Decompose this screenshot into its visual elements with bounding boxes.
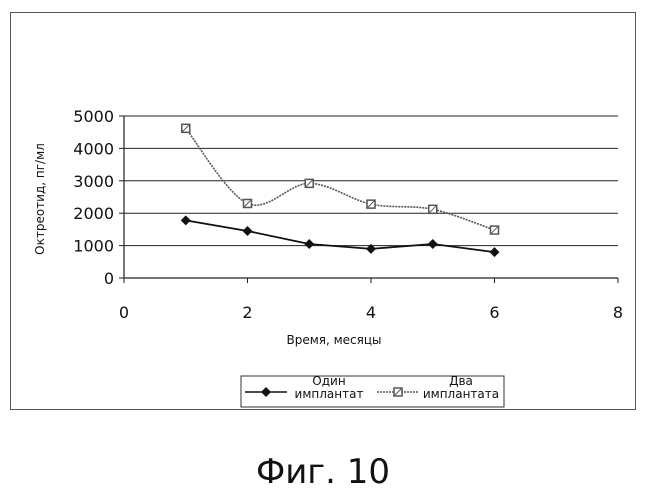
y-tick-label: 4000 (73, 139, 114, 158)
data-point (243, 226, 253, 236)
axes: 0 1000 2000 3000 4000 5000 0 2 4 6 8 (73, 107, 623, 322)
x-tick-label: 0 (119, 303, 129, 322)
y-tick-label: 2000 (73, 204, 114, 223)
legend-label: имплантат (295, 387, 364, 401)
y-axis-label: Октреотид, пг/мл (33, 143, 47, 255)
x-tick-label: 6 (489, 303, 499, 322)
x-tick-label: 2 (242, 303, 252, 322)
data-point (490, 247, 500, 257)
y-tick-label: 5000 (73, 107, 114, 126)
y-tick-label: 1000 (73, 237, 114, 256)
y-tick-label: 0 (104, 269, 114, 288)
legend-label: имплантата (423, 387, 499, 401)
grid (124, 116, 618, 246)
legend-label: Два (449, 374, 473, 388)
legend: Одинимплантат Дваимплантата (241, 374, 504, 407)
data-point (428, 239, 438, 249)
figure-caption: Фиг. 10 (0, 452, 646, 492)
series-2 (182, 124, 499, 234)
series-1 (181, 215, 500, 257)
series-line (186, 128, 495, 230)
x-tick-label: 4 (366, 303, 376, 322)
data-point (181, 215, 191, 225)
x-tick-label: 8 (613, 303, 623, 322)
series-line (186, 220, 495, 252)
series-layer (181, 124, 500, 257)
data-point (304, 239, 314, 249)
x-axis-label: Время, месяцы (286, 333, 381, 347)
legend-label: Один (312, 374, 345, 388)
y-tick-label: 3000 (73, 172, 114, 191)
